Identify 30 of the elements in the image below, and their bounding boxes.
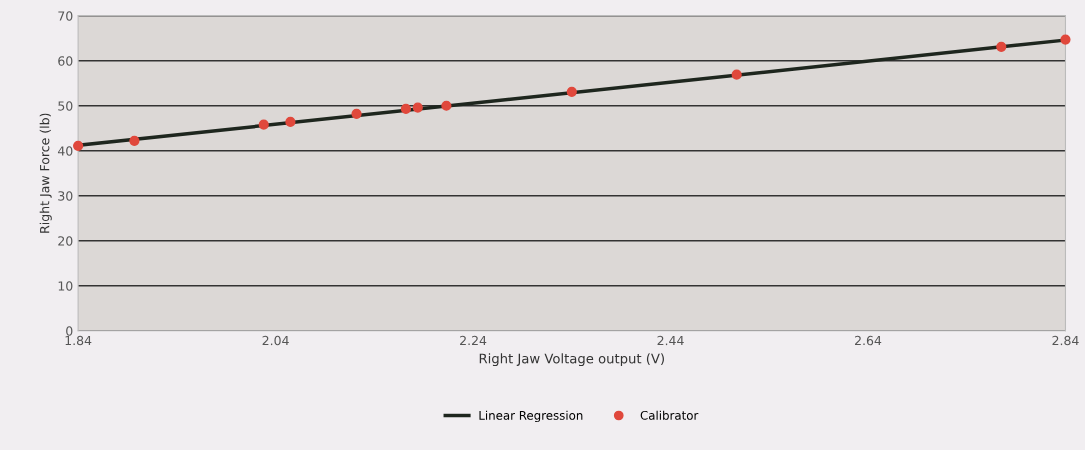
y-tick-label: 30 (58, 191, 73, 201)
y-tick-label: 40 (57, 146, 73, 156)
point (441, 100, 452, 111)
x-tick-label: 2.24 (460, 335, 487, 346)
point (400, 103, 412, 114)
x-tick-label: 1.84 (65, 335, 92, 346)
y-axis-title: Right Jaw Force (lb) (39, 113, 52, 233)
point (73, 140, 84, 151)
y-tick-label: 0 (66, 326, 73, 336)
y-tick-label: 60 (58, 56, 73, 66)
y-tick-label: 20 (58, 236, 73, 246)
legend-label: Calibrator (640, 410, 699, 420)
x-tick-label: 2.04 (262, 335, 289, 346)
x-tick-label: 2.44 (657, 335, 684, 346)
x-tick-label: 2.64 (855, 335, 882, 346)
point (285, 116, 296, 128)
y-tick-label: 50 (58, 101, 73, 111)
legend-label: Linear Regression (479, 410, 583, 423)
point (351, 108, 362, 119)
point (129, 135, 140, 146)
point (412, 102, 423, 113)
y-tick-label: 70 (58, 11, 73, 21)
point (996, 41, 1007, 52)
x-axis-title: Right Jaw Voltage output (V) (479, 353, 664, 367)
y-tick-label: 10 (58, 281, 73, 291)
point (731, 69, 742, 80)
point (258, 119, 269, 130)
x-tick-label: 2.84 (1052, 335, 1079, 346)
point (1060, 34, 1071, 45)
point (566, 86, 577, 97)
